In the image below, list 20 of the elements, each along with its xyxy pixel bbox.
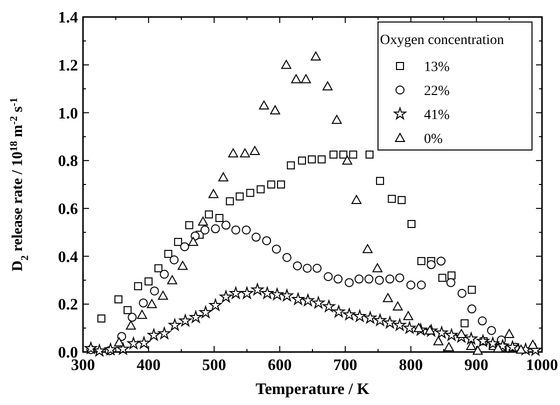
- y-tick-label: 0.8: [58, 153, 78, 170]
- y-tick-label: 0.6: [58, 201, 78, 218]
- legend-label: 13%: [424, 60, 450, 75]
- legend-label: 22%: [424, 84, 450, 99]
- y-tick-label: 0.4: [58, 248, 78, 266]
- y-tick-label: 1.4: [58, 10, 78, 27]
- x-tick-label: 700: [333, 357, 358, 374]
- y-tick-label: 1.2: [58, 57, 78, 74]
- legend-title: Oxygen concentration: [380, 33, 504, 48]
- x-tick-label: 800: [398, 357, 423, 374]
- legend-label: 0%: [424, 132, 443, 147]
- x-tick-label: 900: [464, 357, 488, 374]
- x-axis-title: Temperature / K: [256, 381, 370, 398]
- x-tick-label: 1000: [526, 357, 558, 374]
- legend-label: 41%: [424, 108, 450, 123]
- y-tick-label: 0.2: [58, 296, 78, 314]
- x-tick-label: 400: [136, 357, 161, 374]
- x-tick-label: 500: [202, 357, 226, 374]
- y-tick-label: 1.0: [58, 105, 78, 122]
- x-tick-label: 600: [268, 357, 292, 374]
